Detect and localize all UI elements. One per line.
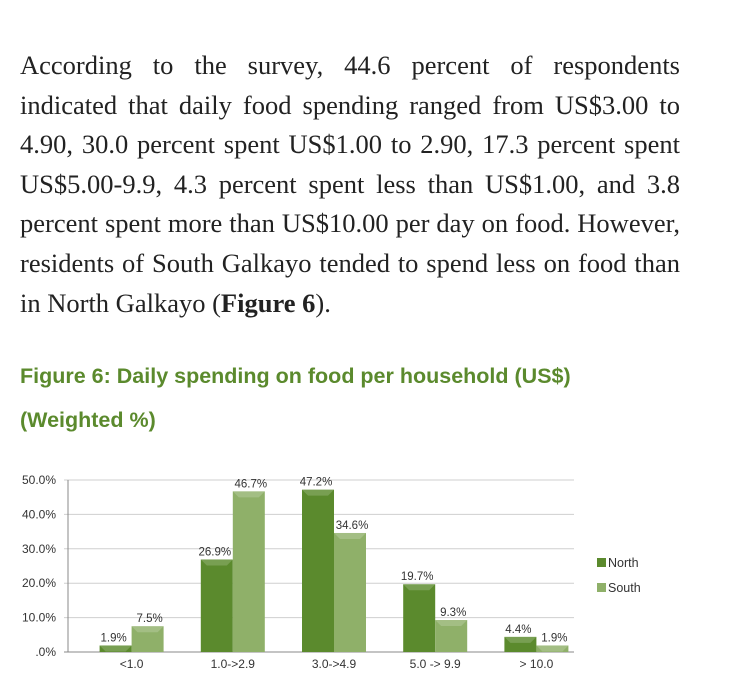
bar-north	[504, 636, 537, 652]
y-tick-label: 40.0%	[22, 507, 56, 521]
bar-bevel	[403, 584, 436, 591]
y-axis-ticks: .0% 10.0% 20.0% 30.0% 40.0% 50.0%	[22, 473, 56, 659]
figure-title-line-2: (Weighted %)	[20, 408, 156, 432]
y-tick-label: .0%	[35, 645, 56, 659]
legend: North South	[597, 556, 641, 595]
data-label: 46.7%	[234, 478, 267, 490]
data-label: 4.4%	[505, 624, 531, 636]
data-label: 34.6%	[336, 520, 369, 532]
bar-bevel	[200, 559, 233, 566]
legend-swatch-south	[597, 583, 606, 592]
legend-label-south: South	[608, 581, 641, 595]
data-label: 7.5%	[136, 613, 162, 625]
data-label: 19.7%	[401, 571, 434, 583]
bar-bevel	[302, 489, 334, 496]
bar-bevel	[131, 626, 164, 633]
data-label: 1.9%	[100, 632, 126, 644]
legend-swatch-north	[597, 558, 606, 567]
y-tick-label: 30.0%	[22, 542, 56, 556]
bar-north	[302, 489, 334, 652]
y-tick-label: 50.0%	[22, 473, 56, 487]
bar-north	[99, 645, 132, 652]
data-label: 26.9%	[198, 546, 231, 558]
x-tick-label: > 10.0	[520, 657, 554, 671]
bar-bevel	[435, 620, 468, 627]
bar-north	[200, 559, 233, 652]
x-tick-label: 5.0 -> 9.9	[410, 657, 461, 671]
bar-bevel	[334, 532, 366, 539]
x-tick-label: 3.0->4.9	[312, 657, 357, 671]
bar-chart: .0% 10.0% 20.0% 30.0% 40.0% 50.0% 1.9% 7.5% 26.…	[22, 473, 641, 671]
paragraph-end: ).	[315, 287, 331, 318]
bar-south	[334, 532, 366, 652]
bar-bevel	[536, 645, 569, 652]
body-paragraph: According to the survey, 44.6 percent of…	[20, 46, 680, 323]
paragraph-text: According to the survey, 44.6 percent of…	[20, 50, 680, 318]
x-tick-label: <1.0	[120, 657, 144, 671]
x-tick-label: 1.0->2.9	[211, 657, 256, 671]
bar-south	[232, 491, 265, 652]
figure-title: Figure 6: Daily spending on food per hou…	[20, 354, 660, 442]
data-labels: 1.9% 7.5% 26.9% 46.7% 47.2% 34.6% 19.7% 9.3% 4.4…	[100, 477, 567, 645]
bar-north	[403, 584, 436, 652]
data-label: 1.9%	[541, 632, 567, 644]
data-label: 47.2%	[300, 477, 333, 489]
bar-south	[435, 620, 468, 652]
y-tick-label: 20.0%	[22, 576, 56, 590]
figure-reference: Figure 6	[220, 287, 316, 318]
bar-bevel	[99, 645, 132, 652]
data-label: 9.3%	[440, 607, 466, 619]
legend-label-north: North	[608, 556, 639, 570]
figure-title-line-1: Figure 6: Daily spending on food per hou…	[20, 364, 571, 388]
bars	[99, 489, 569, 652]
bar-bevel	[232, 491, 265, 498]
y-tick-label: 10.0%	[22, 611, 56, 625]
x-axis-ticks: <1.0 1.0->2.9 3.0->4.9 5.0 -> 9.9 > 10.0	[120, 657, 554, 671]
bar-south	[131, 626, 164, 652]
bar-bevel	[504, 636, 537, 643]
bar-south	[536, 645, 569, 652]
